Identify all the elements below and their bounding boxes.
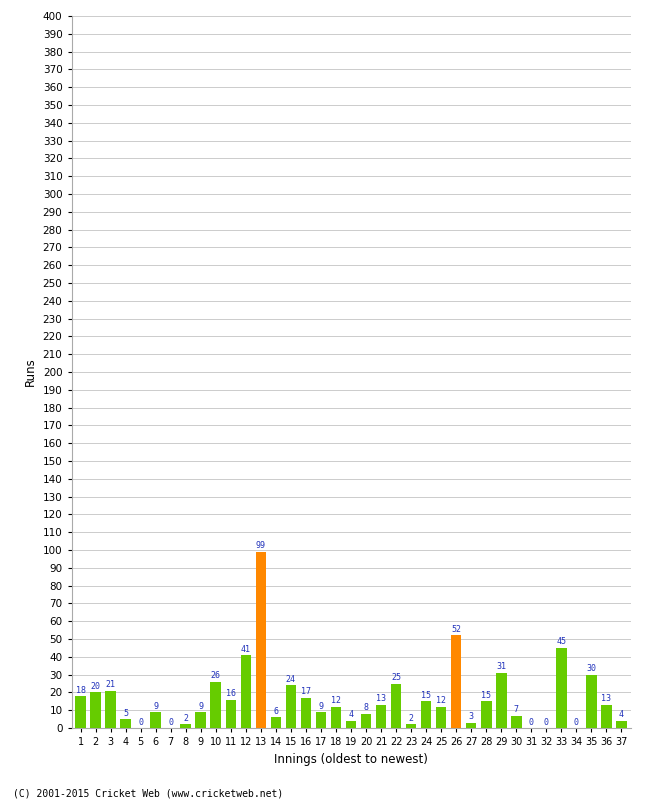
Bar — [75, 696, 86, 728]
Bar — [391, 683, 401, 728]
Text: 2: 2 — [183, 714, 188, 723]
Text: 15: 15 — [421, 691, 431, 700]
Bar — [105, 690, 116, 728]
Text: 18: 18 — [75, 686, 86, 694]
Text: 5: 5 — [123, 709, 128, 718]
Text: 45: 45 — [556, 638, 566, 646]
Bar — [331, 706, 341, 728]
Text: 25: 25 — [391, 673, 401, 682]
Bar — [496, 673, 506, 728]
Bar — [255, 552, 266, 728]
Text: 0: 0 — [544, 718, 549, 726]
Bar — [150, 712, 161, 728]
Bar — [616, 721, 627, 728]
Bar — [481, 702, 491, 728]
Text: 26: 26 — [211, 671, 221, 680]
Bar — [301, 698, 311, 728]
Text: 3: 3 — [469, 712, 474, 722]
Text: 4: 4 — [619, 710, 624, 719]
Text: 0: 0 — [138, 718, 143, 726]
Bar — [556, 648, 567, 728]
Text: (C) 2001-2015 Cricket Web (www.cricketweb.net): (C) 2001-2015 Cricket Web (www.cricketwe… — [13, 788, 283, 798]
Bar — [451, 635, 462, 728]
Text: 99: 99 — [256, 542, 266, 550]
Bar — [90, 692, 101, 728]
Text: 12: 12 — [331, 696, 341, 706]
Text: 20: 20 — [90, 682, 101, 691]
Text: 0: 0 — [529, 718, 534, 726]
Text: 0: 0 — [168, 718, 173, 726]
Text: 52: 52 — [451, 625, 462, 634]
Text: 2: 2 — [409, 714, 413, 723]
Bar — [601, 705, 612, 728]
Bar — [270, 718, 281, 728]
Bar — [586, 674, 597, 728]
Bar — [240, 655, 251, 728]
Bar — [436, 706, 447, 728]
Text: 7: 7 — [514, 705, 519, 714]
Bar — [285, 686, 296, 728]
Text: 4: 4 — [348, 710, 354, 719]
Text: 9: 9 — [153, 702, 158, 710]
Text: 41: 41 — [240, 645, 251, 654]
Text: 17: 17 — [301, 687, 311, 696]
Text: 24: 24 — [286, 675, 296, 684]
Text: 16: 16 — [226, 689, 236, 698]
Bar — [316, 712, 326, 728]
Bar — [466, 722, 476, 728]
Bar — [181, 725, 191, 728]
Bar — [120, 719, 131, 728]
Text: 30: 30 — [586, 664, 597, 673]
Text: 9: 9 — [318, 702, 324, 710]
Bar — [511, 715, 521, 728]
Text: 6: 6 — [274, 707, 278, 716]
Bar — [361, 714, 371, 728]
Bar — [211, 682, 221, 728]
Text: 15: 15 — [481, 691, 491, 700]
Text: 21: 21 — [105, 680, 116, 689]
Text: 13: 13 — [376, 694, 386, 703]
Bar — [406, 725, 417, 728]
Bar — [346, 721, 356, 728]
Bar — [421, 702, 432, 728]
Bar — [196, 712, 206, 728]
Text: 8: 8 — [363, 703, 369, 712]
Text: 31: 31 — [496, 662, 506, 671]
Bar — [376, 705, 386, 728]
Text: 0: 0 — [574, 718, 579, 726]
Text: 9: 9 — [198, 702, 203, 710]
Y-axis label: Runs: Runs — [24, 358, 37, 386]
Text: 12: 12 — [436, 696, 446, 706]
Bar — [226, 699, 236, 728]
Text: 13: 13 — [601, 694, 612, 703]
X-axis label: Innings (oldest to newest): Innings (oldest to newest) — [274, 753, 428, 766]
